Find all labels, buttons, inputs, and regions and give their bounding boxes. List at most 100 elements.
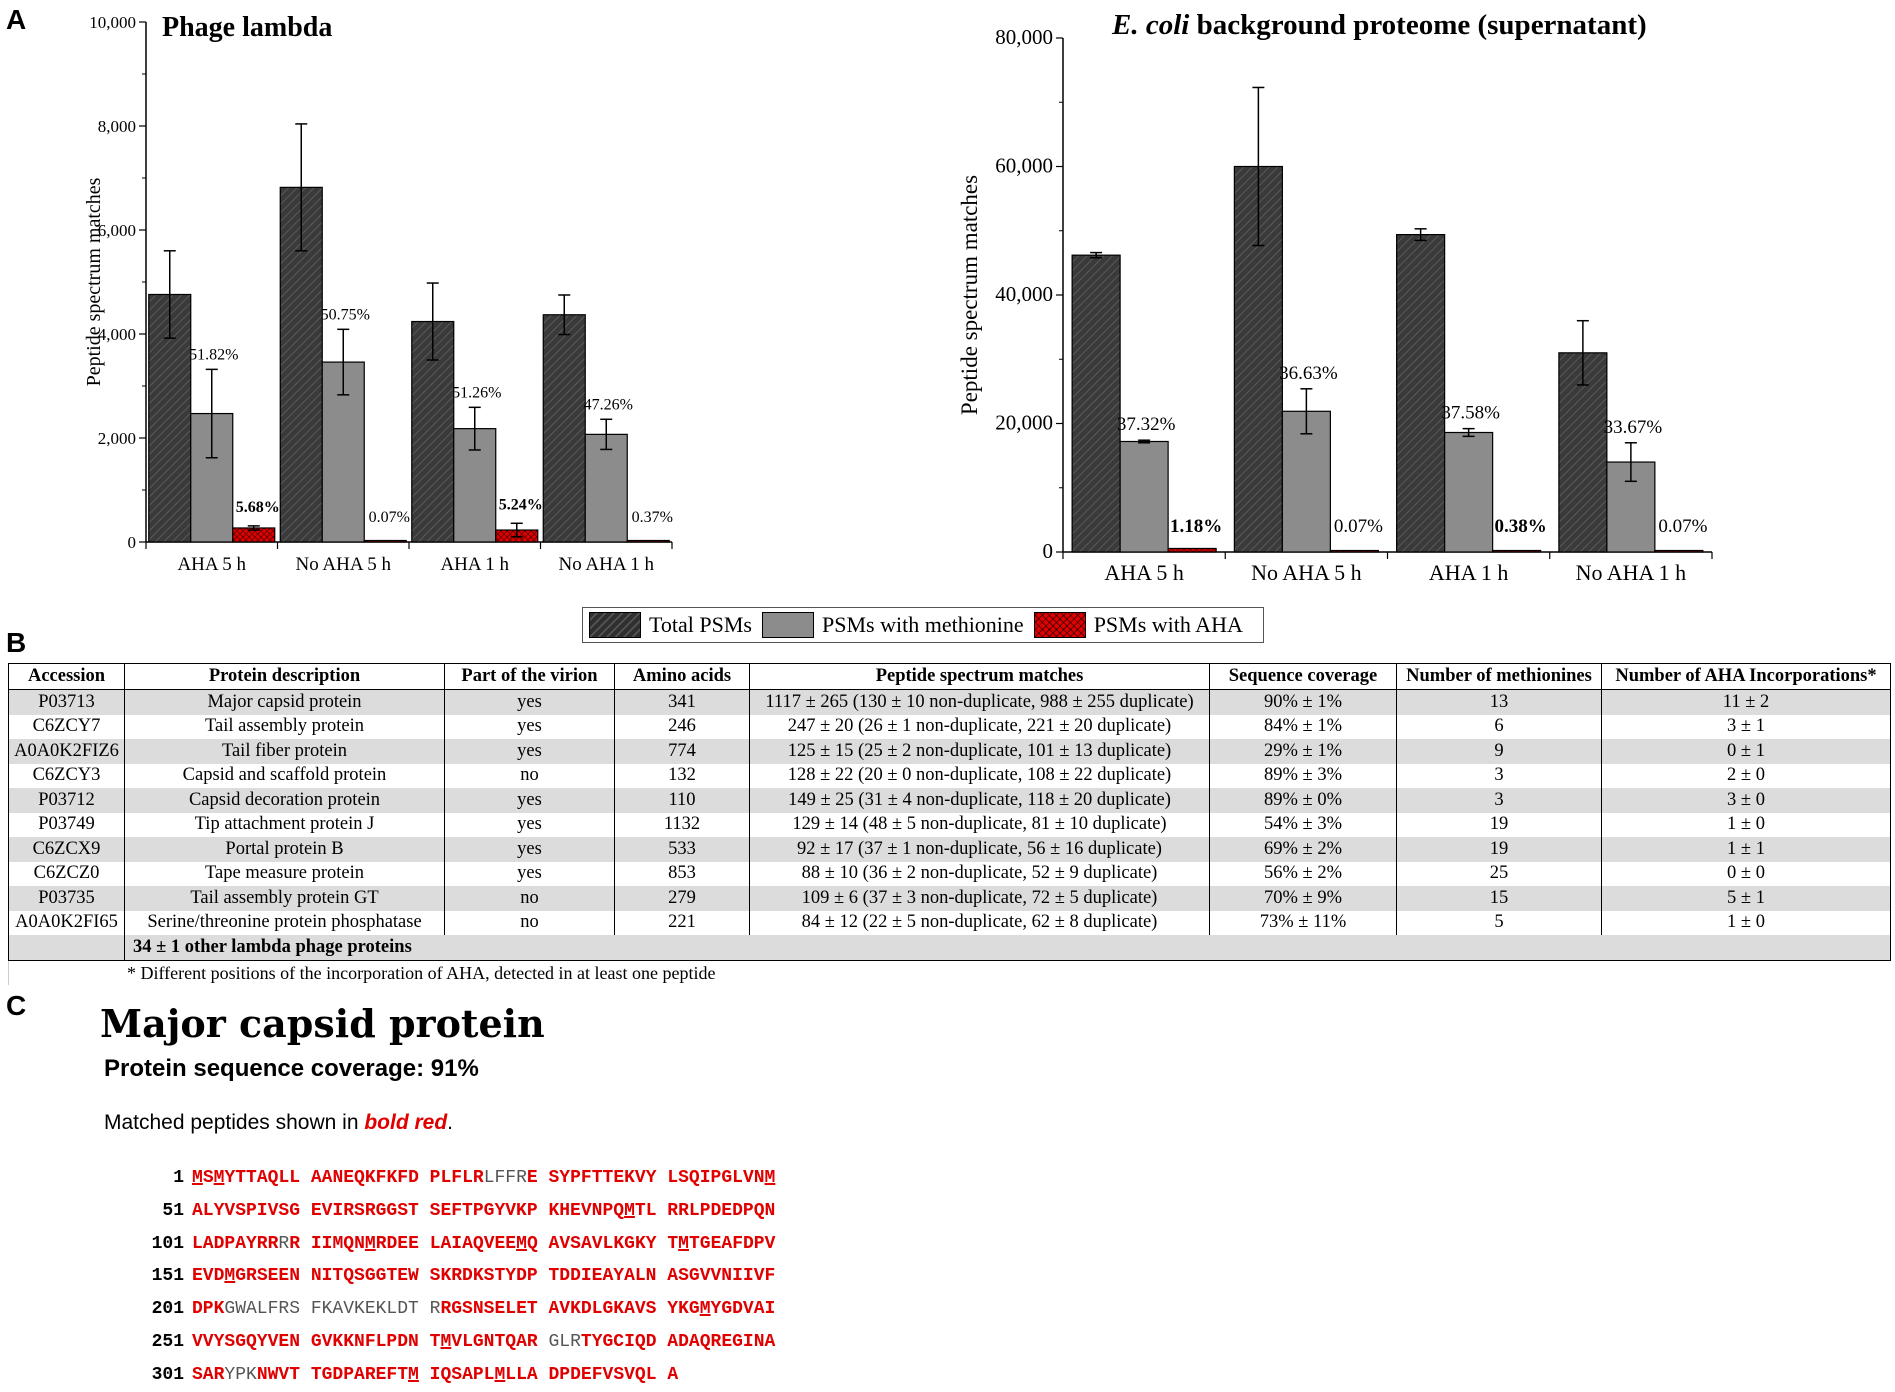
table-cell: 1 ± 0 [1601,812,1891,837]
y-tick-label: 60,000 [995,154,1053,178]
matched-peptide-segment: Q AVSAVLKGKY T [526,1233,679,1254]
table-cell: Portal protein B [124,837,445,862]
bar-psms-aha [1654,549,1704,553]
table-cell: no [444,763,615,788]
matched-peptide-segment: R IIM [289,1233,344,1254]
table-cell: Tail fiber protein [124,739,445,764]
table-cell: 3 [1396,788,1602,813]
table-cell: 9 [1396,739,1602,764]
bar-psms-aha [1329,549,1379,553]
table-cell: 89% ± 3% [1209,763,1397,788]
matched-peptide-segment: YGDVAI [710,1299,776,1320]
table-cell: P03749 [8,812,125,837]
table-cell: 125 ± 15 (25 ± 2 non-duplicate, 101 ± 13… [749,739,1210,764]
table-cell: 0 ± 1 [1601,739,1891,764]
legend-swatch-met [762,612,814,638]
aha-site-residue: M [494,1364,506,1385]
table-cell: 128 ± 22 (20 ± 0 non-duplicate, 108 ± 22… [749,763,1210,788]
matched-peptide-segment: VVYSGQYVEN GVKKNFLPDN T [192,1331,441,1352]
bar-total-psms [542,314,586,543]
table-row: C6ZCY7 Tail assembly protein yes 246 247 ± 2… [8,714,1891,739]
legend-swatch-total [589,612,641,638]
table-cell: 341 [614,689,750,715]
table-cell: 6 [1396,714,1602,739]
matched-peptide-segment: TGEAFDPV [688,1233,776,1254]
table-header: Number of AHA Incorporations* [1601,663,1891,690]
table-cell: 89% ± 0% [1209,788,1397,813]
matched-peptide-segment: TYGCIQD ADAQREGINA [580,1331,776,1352]
bar-psms-methionine [1444,431,1494,553]
aha-pct-label: 0.07% [1658,516,1707,537]
matched-peptide-segment: N [354,1233,365,1254]
table-cell: yes [444,788,615,813]
table-cell: 246 [614,714,750,739]
table-cell: yes [444,689,615,715]
bar-total-psms [148,293,192,543]
matched-peptide-segment: TL RRLPDEDPQN [634,1200,776,1221]
table-cell: Tape measure protein [124,861,445,886]
sequence-position: 201 [151,1299,184,1320]
protein-table: Accession Protein description Part of th… [8,663,1891,961]
section-c-title: Major capsid protein [100,1001,545,1046]
table-cell: Major capsid protein [124,689,445,715]
chart-title-rest: background proteome (supernatant) [1189,9,1646,41]
sequence-line: 251 VVYSGQYVEN GVKKNFLPDN TMVLGNTQAR GLRT… [120,1326,776,1359]
table-header: Accession [8,663,125,690]
bar-total-psms [1396,234,1446,553]
table-body: P03713 Major capsid protein yes 341 1117 ± 2… [8,689,1891,961]
panel-label-a: A [6,4,27,35]
matched-peptide-segment: LLA DPDEFVSVQL A [505,1364,679,1385]
x-category-label: No AHA 5 h [1251,560,1362,585]
y-tick-label: 2,000 [98,429,136,448]
y-tick-label: 8,000 [98,117,136,136]
table-row: P03713 Major capsid protein yes 341 1117 ± 2… [8,689,1891,715]
matched-peptide-segment: S [202,1168,214,1188]
table-cell: 90% ± 1% [1209,689,1397,715]
table-cell: 1 ± 0 [1601,910,1891,935]
aha-site-residue: M [678,1233,689,1254]
unmatched-segment: LFFR [483,1168,527,1188]
table-header: Amino acids [614,663,750,690]
y-tick-label: 6,000 [98,221,136,240]
table-cell: 3 ± 1 [1601,714,1891,739]
table-cell: C6ZCX9 [8,837,125,862]
aha-pct-label: 1.18% [1170,516,1222,537]
table-cell: 132 [614,763,750,788]
aha-pct-label: 0.07% [369,509,410,526]
table-cell: C6ZCY7 [8,714,125,739]
sequence-line: 201 DPKGWALFRS FKAVKEKLDT RRGSNSELET AVKD… [120,1293,776,1326]
bar-total-psms [1071,254,1121,553]
legend-item-aha: PSMs with AHA [1033,612,1243,638]
x-category-label: AHA 5 h [177,554,246,575]
table-cell: 774 [614,739,750,764]
protein-sequence: 1 MSMYTTAQLL AANEQKFKFD PLFLRLFFRE SYPFTT… [120,1162,776,1392]
table-cell [8,935,125,961]
table-cell: 3 [1396,763,1602,788]
matched-peptide-segment: LADPAYRR [192,1233,279,1254]
bar-psms-aha [626,539,670,543]
table-cell: 88 ± 10 (36 ± 2 non-duplicate, 52 ± 9 du… [749,861,1210,886]
table-header: Protein description [124,663,445,690]
methionine-pct-label: 50.75% [321,306,370,323]
sequence-line: 101 LADPAYRRRR IIMQNMRDEE LAIAQVEEMQ AVSA… [120,1228,776,1261]
aha-site-residue: M [192,1168,203,1188]
table-cell: 0 ± 0 [1601,861,1891,886]
table-cell: 25 [1396,861,1602,886]
methionine-pct-label: 33.67% [1604,417,1663,438]
aha-site-residue: M [224,1266,236,1287]
protein-table-container: Accession Protein description Part of th… [8,663,1891,985]
table-cell: 13 [1396,689,1602,715]
bar-psms-aha [1492,549,1542,553]
chart-title-italic: E. coli [1111,9,1189,41]
sequence-line: 51 ALYVSPIVSG EVIRSRGGST SEFTPGYVKP KHEVN… [120,1195,775,1228]
chart-legend: Total PSMs PSMs with methionine PSMs wit… [582,607,1264,643]
table-cell: 19 [1396,837,1602,862]
table-cell: 5 ± 1 [1601,886,1891,911]
y-tick-label: 20,000 [995,411,1053,435]
x-category-label: AHA 1 h [1429,560,1508,585]
note-highlight: bold red [364,1111,448,1134]
y-axis-label: Peptide spectrum matches [957,175,982,415]
table-cell: 5 [1396,910,1602,935]
table-header: Number of methionines [1396,663,1602,690]
x-category-label: AHA 1 h [440,554,509,575]
